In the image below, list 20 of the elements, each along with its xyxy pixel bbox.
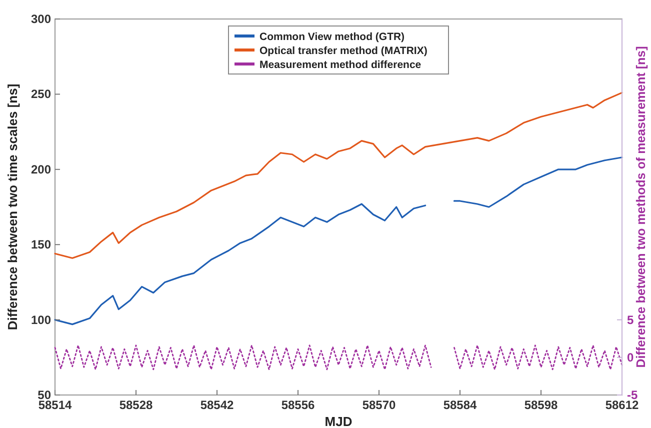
x-tick-label: 58584	[443, 398, 478, 412]
y-tick-label: 250	[30, 87, 52, 102]
y-tick-label: 150	[30, 238, 52, 252]
legend-label: Optical transfer method (MATRIX)	[260, 45, 428, 57]
x-tick-label: 58542	[200, 398, 234, 412]
y-axis-title: Difference between two time scales [ns]	[5, 84, 20, 330]
y-tick-label: 200	[30, 162, 52, 176]
x-tick-label: 58556	[281, 398, 316, 412]
x-axis-title: MJD	[324, 414, 352, 428]
y2-tick-label: 5	[627, 312, 634, 327]
x-tick-label: 58598	[524, 398, 558, 412]
y-tick-label: 100	[30, 312, 52, 327]
y2-tick-label: 0	[627, 350, 634, 364]
legend-label: Measurement method difference	[260, 59, 422, 71]
line-series	[54, 92, 623, 259]
x-tick-label: 58528	[119, 398, 154, 412]
y2-axis-title: Difference between two methods of measurement [ns]	[634, 46, 648, 368]
x-tick-label: 58570	[362, 398, 396, 412]
legend-label: Common View method (GTR)	[260, 31, 405, 43]
y-tick-label: 300	[30, 12, 52, 26]
